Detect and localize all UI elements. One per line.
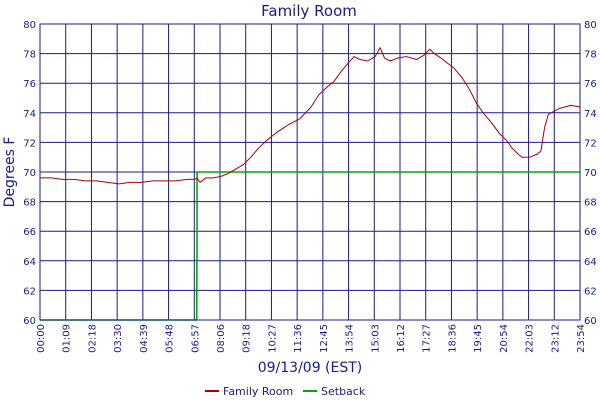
x-tick-label-23-54: 23:54 xyxy=(576,324,587,353)
legend-label-setback: Setback xyxy=(321,385,366,398)
x-tick-label-23-12: 23:12 xyxy=(550,324,561,353)
x-tick-labels: 00:00 01:09 02:18 03:30 04:39 05:48 06:57 08:06… xyxy=(36,324,587,353)
y-tick-labels-right: 60 62 64 66 68 70 72 74 76 78 80 xyxy=(584,20,597,327)
y-tick-label-left-62: 62 xyxy=(23,286,36,297)
x-tick-label-00-00: 00:00 xyxy=(36,324,47,353)
x-tick-label-20-54: 20:54 xyxy=(499,324,510,353)
y-tick-label-right-80: 80 xyxy=(584,20,597,31)
y-tick-labels-left: 60 62 64 66 68 70 72 74 76 78 80 xyxy=(23,20,36,327)
plot-frame xyxy=(39,23,581,321)
y-tick-label-left-74: 74 xyxy=(23,109,36,120)
y-tick-label-right-76: 76 xyxy=(584,79,597,90)
y-tick-label-right-66: 66 xyxy=(584,227,597,238)
x-tick-label-02-18: 02:18 xyxy=(87,324,98,353)
x-tick-label-10-27: 10:27 xyxy=(267,324,278,353)
y-tick-label-right-64: 64 xyxy=(584,257,597,268)
x-tick-label-09-18: 09:18 xyxy=(242,324,253,353)
x-tick-label-19-45: 19:45 xyxy=(473,324,484,353)
y-tick-label-right-78: 78 xyxy=(584,50,597,61)
x-axis-label: 09/13/09 (EST) xyxy=(258,360,363,376)
y-tick-label-left-60: 60 xyxy=(23,316,36,327)
x-tick-label-12-45: 12:45 xyxy=(319,324,330,353)
x-tick-label-06-57: 06:57 xyxy=(190,324,201,353)
x-tick-label-15-03: 15:03 xyxy=(370,324,381,353)
x-tick-label-04-39: 04:39 xyxy=(139,324,150,353)
y-axis-label: Degrees F xyxy=(2,137,18,208)
x-tick-label-17-27: 17:27 xyxy=(422,324,433,353)
y-tick-label-left-80: 80 xyxy=(23,20,36,31)
legend-label-family-room: Family Room xyxy=(223,385,293,398)
x-tick-label-22-03: 22:03 xyxy=(525,324,536,353)
y-tick-label-right-60: 60 xyxy=(584,316,597,327)
y-tick-label-left-66: 66 xyxy=(23,227,36,238)
chart-title: Family Room xyxy=(261,2,357,20)
y-tick-label-right-62: 62 xyxy=(584,286,597,297)
y-tick-label-left-64: 64 xyxy=(23,257,36,268)
y-tick-label-left-76: 76 xyxy=(23,79,36,90)
x-tick-label-08-06: 08:06 xyxy=(216,324,227,353)
y-tick-label-left-72: 72 xyxy=(23,138,36,149)
x-tick-label-18-36: 18:36 xyxy=(447,324,458,353)
y-tick-label-right-72: 72 xyxy=(584,138,597,149)
y-tick-label-right-68: 68 xyxy=(584,198,597,209)
x-tick-label-05-48: 05:48 xyxy=(165,324,176,353)
y-tick-label-right-70: 70 xyxy=(584,168,597,179)
series-line-family-room xyxy=(40,47,581,185)
y-tick-label-left-68: 68 xyxy=(23,198,36,209)
x-tick-label-11-36: 11:36 xyxy=(293,324,304,353)
y-tick-label-left-70: 70 xyxy=(23,168,36,179)
y-tick-label-left-78: 78 xyxy=(23,50,36,61)
x-tick-label-01-09: 01:09 xyxy=(62,324,73,353)
legend: Family Room Setback xyxy=(205,385,366,398)
x-tick-label-13-54: 13:54 xyxy=(345,324,356,353)
x-tick-label-03-30: 03:30 xyxy=(113,324,124,353)
y-tick-label-right-74: 74 xyxy=(584,109,597,120)
x-tick-label-16-12: 16:12 xyxy=(396,324,407,353)
